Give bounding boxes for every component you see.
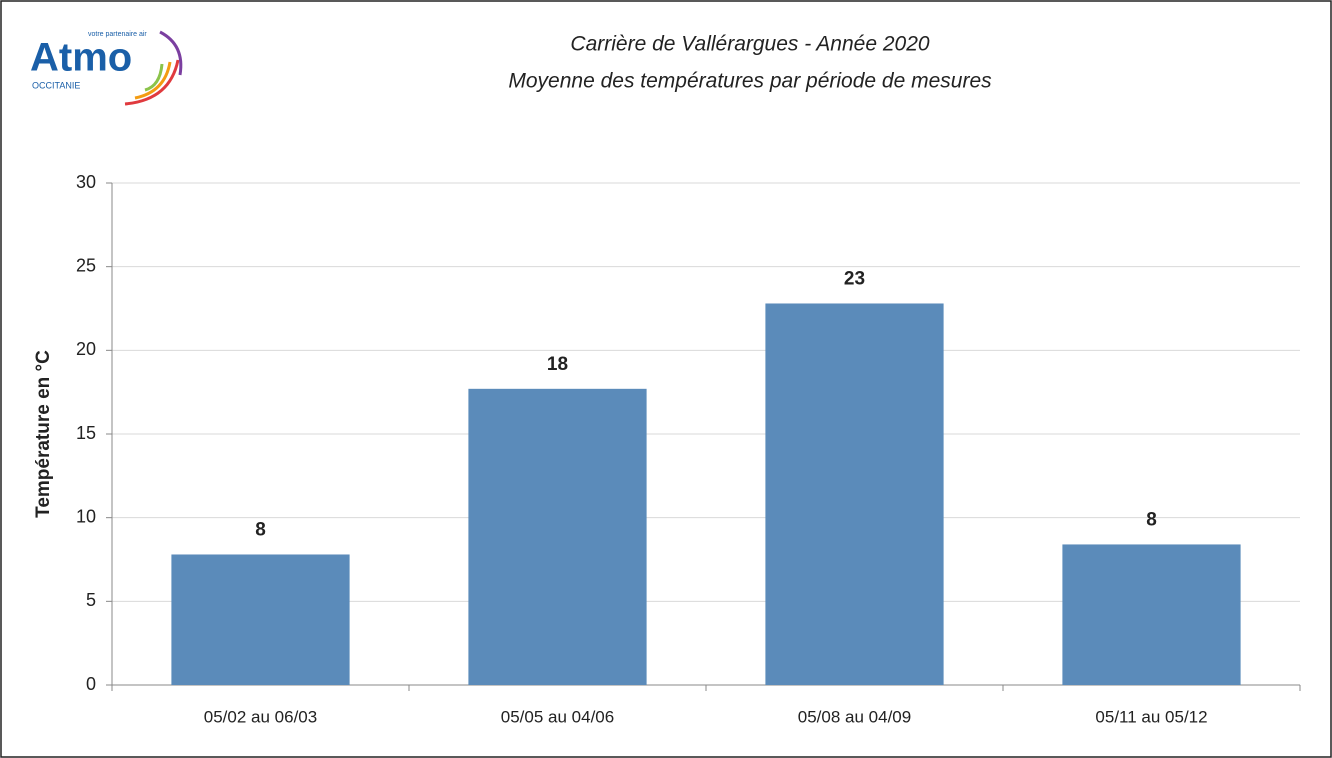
bar xyxy=(468,388,647,685)
chart-subtitle: Moyenne des températures par période de … xyxy=(508,70,992,93)
value-label: 8 xyxy=(255,519,266,540)
bar xyxy=(1062,544,1241,685)
bar xyxy=(171,554,350,685)
y-tick-label: 25 xyxy=(76,255,96,275)
value-label: 8 xyxy=(1146,509,1157,530)
logo-arc xyxy=(159,30,183,76)
logo: Atmo votre partenaire air OCCITANIE xyxy=(30,30,183,106)
y-tick-label: 5 xyxy=(86,590,96,610)
logo-arc xyxy=(134,61,172,100)
x-tick-label: 05/11 au 05/12 xyxy=(1095,707,1207,726)
y-tick-label: 30 xyxy=(76,172,96,192)
value-label: 23 xyxy=(844,268,865,289)
y-axis-label: Température en °C xyxy=(33,350,54,518)
y-tick-label: 0 xyxy=(86,674,96,694)
chart-title: Carrière de Vallérargues - Année 2020 xyxy=(570,33,929,56)
x-tick-label: 05/05 au 04/06 xyxy=(501,707,614,726)
bar xyxy=(765,303,944,685)
logo-region: OCCITANIE xyxy=(32,80,80,90)
y-tick-label: 20 xyxy=(76,339,96,359)
logo-name: Atmo xyxy=(30,36,132,80)
logo-tagline: votre partenaire air xyxy=(88,31,147,38)
logo-arc xyxy=(144,63,164,92)
value-label: 18 xyxy=(547,354,568,375)
logo-arc xyxy=(124,59,180,106)
y-tick-label: 10 xyxy=(76,506,96,526)
x-tick-label: 05/08 au 04/09 xyxy=(798,707,911,726)
x-tick-label: 05/02 au 06/03 xyxy=(204,707,317,726)
y-tick-label: 15 xyxy=(76,423,96,443)
